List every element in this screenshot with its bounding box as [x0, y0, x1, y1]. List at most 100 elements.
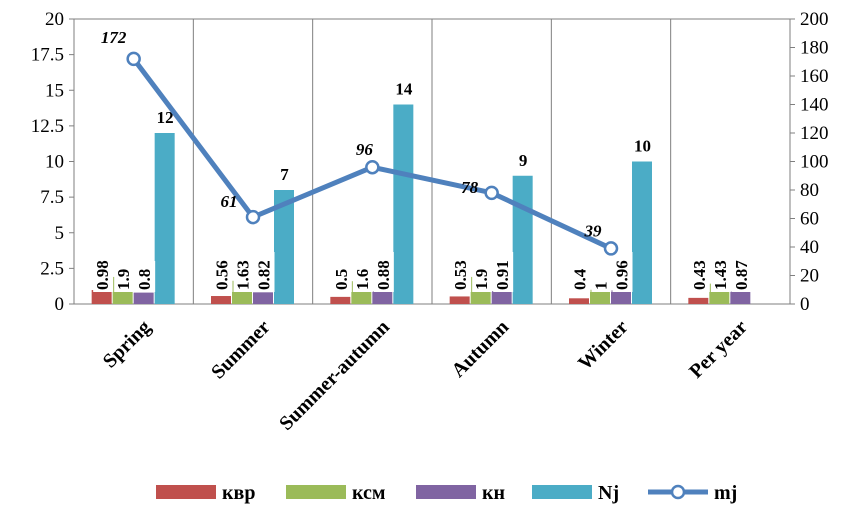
rotated-label-group: 0.5: [331, 261, 352, 292]
y2-tick-label: 60: [800, 209, 819, 230]
bar-data-label: 0.4: [571, 268, 590, 290]
legend-label: кн: [482, 482, 505, 504]
bar-ксм-Winter: [590, 289, 610, 304]
y2-tick-label: 20: [800, 266, 819, 287]
bar-data-label: 12: [157, 108, 174, 127]
bar-data-label: 0.82: [255, 260, 274, 290]
line-data-label: 172: [101, 28, 127, 47]
bar-data-label: 0.5: [332, 269, 351, 290]
line-data-label: 61: [221, 192, 238, 211]
legend-label: квр: [222, 482, 255, 504]
y2-tick-label: 80: [800, 180, 819, 201]
rotated-label-group: 0.87: [731, 252, 752, 292]
rotated-label-group: 0.88: [373, 252, 394, 292]
bar-Nj-Summer-autumn: [393, 104, 414, 304]
y2-tick-label: 40: [800, 237, 819, 258]
x-tick-label: Summer-autumn: [275, 316, 394, 435]
data-label-bg: [591, 279, 612, 292]
bar-data-label: 0.88: [374, 260, 393, 290]
y2-tick-label: 140: [800, 95, 829, 116]
data-label-bg: [254, 252, 275, 292]
legend-swatch-Nj: [532, 485, 592, 499]
rotated-label-group: 1: [591, 279, 612, 292]
data-label-bg: [352, 261, 373, 292]
bar-data-label: 0.91: [493, 260, 512, 290]
bar-data-label: 1.63: [234, 260, 253, 290]
rotated-label-group: 0.91: [493, 252, 514, 292]
rotated-label-group: 0.8: [135, 261, 156, 292]
bar-data-label: 0.8: [135, 269, 154, 290]
bar-квр-Summer-autumn: [330, 296, 351, 304]
line-data-label: 39: [584, 221, 603, 240]
point-mj-Winter: [603, 241, 619, 256]
x-tick-label: Summer: [207, 316, 274, 383]
legend-label: mj: [714, 482, 737, 504]
rotated-label-group: 0.96: [612, 252, 633, 292]
data-label-bg: [689, 252, 710, 292]
bar-data-label: 1.43: [711, 260, 730, 290]
legend-marker: [670, 484, 686, 500]
data-label-bg: [451, 252, 472, 292]
rotated-label-group: 1.9: [472, 261, 493, 292]
data-label-bg: [233, 252, 254, 292]
bar-квр-Autumn: [449, 296, 470, 304]
bar-data-label: 7: [280, 165, 289, 184]
bar-data-label: 0.96: [613, 260, 632, 290]
x-tick-label: Per year: [685, 316, 752, 383]
bar-data-label: 0.98: [93, 260, 112, 290]
rotated-label-group: 0.56: [212, 252, 233, 292]
legend-swatch-квр: [156, 485, 216, 499]
data-label-bg: [212, 252, 233, 292]
bar-data-label: 0.43: [690, 260, 709, 290]
bar-кн-Summer: [253, 292, 273, 304]
bar-data-label: 1.9: [114, 269, 133, 290]
data-label-bg: [267, 161, 302, 185]
legend-swatch-ксм: [286, 485, 346, 499]
bar-data-label: 0.56: [213, 260, 232, 290]
y2-tick-label: 200: [800, 9, 829, 30]
data-label-bg: [570, 261, 591, 292]
rotated-label-group: 1.9: [114, 261, 135, 292]
data-label-bg: [93, 252, 114, 292]
legend-label: Nj: [598, 482, 619, 504]
legend-swatch-кн: [416, 485, 476, 499]
bar-data-label: 9: [519, 151, 528, 170]
data-label-bg: [373, 252, 394, 292]
y-tick-label: 7.5: [40, 187, 64, 208]
bar-кн-Spring: [133, 292, 154, 304]
point-mj-Spring: [126, 51, 141, 67]
rotated-label-group: 0.53: [451, 252, 472, 292]
rotated-label-group: 0.43: [689, 252, 710, 292]
bar-Nj-Summer: [274, 190, 294, 304]
rotated-label-group: 1.43: [710, 252, 731, 292]
bar-квр-Summer: [211, 296, 231, 304]
rotated-label-group: 0.4: [570, 261, 591, 292]
bar-data-label: 1: [592, 282, 611, 291]
x-tick-label: Winter: [574, 316, 633, 375]
data-label-bg: [331, 261, 352, 292]
y-tick-label: 17.5: [31, 45, 64, 66]
bar-data-label: 0.53: [451, 260, 470, 290]
data-label-bg: [506, 146, 541, 171]
y2-tick-label: 160: [800, 66, 829, 87]
data-label-bg: [493, 252, 514, 292]
bar-кн-Autumn: [491, 291, 512, 304]
y2-tick-label: 120: [800, 123, 829, 144]
y-tick-label: 15: [45, 80, 64, 101]
bar-кн-Summer-autumn: [372, 291, 393, 304]
y2-tick-label: 0: [800, 294, 810, 315]
data-label-bg: [612, 252, 633, 292]
bar-кн-Per year: [730, 291, 751, 304]
data-label-bg: [135, 261, 156, 292]
rotated-label-group: 0.82: [254, 252, 275, 292]
data-label-bg: [625, 132, 660, 157]
x-tick-label: Autumn: [447, 316, 513, 382]
y-tick-label: 2.5: [40, 258, 64, 279]
data-label-bg: [472, 261, 493, 292]
x-tick-label: Spring: [99, 316, 155, 372]
data-label-bg: [731, 252, 752, 292]
data-label-bg: [386, 75, 421, 100]
y-tick-label: 0: [55, 294, 65, 315]
